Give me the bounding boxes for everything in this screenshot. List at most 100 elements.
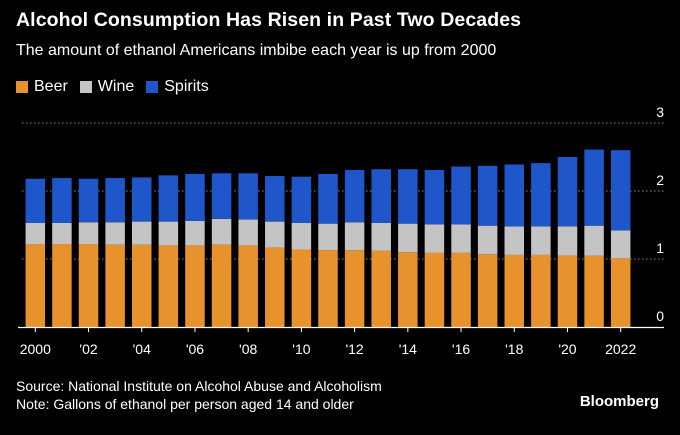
units-note: Note: Gallons of ethanol per person aged… — [16, 396, 354, 412]
bar-spirits-2014 — [398, 169, 418, 224]
bar-wine-2006 — [185, 220, 205, 246]
x-tick-label-2014: '14 — [399, 341, 417, 357]
bar-spirits-2000 — [25, 178, 46, 223]
bar-wine-2007 — [211, 218, 232, 245]
y-tick-label-0: 0 — [656, 308, 664, 324]
bar-spirits-2015 — [424, 169, 445, 225]
bar-spirits-2012 — [344, 169, 365, 223]
bar-wine-2009 — [265, 221, 285, 248]
bar-spirits-2003 — [105, 178, 125, 223]
bar-beer-2005 — [158, 245, 179, 327]
bar-spirits-2011 — [318, 174, 338, 224]
bar-beer-2017 — [477, 254, 498, 327]
chart-subtitle: The amount of ethanol Americans imbibe e… — [16, 42, 497, 59]
bar-wine-2004 — [131, 221, 152, 245]
bar-spirits-2019 — [531, 163, 551, 227]
bar-beer-2011 — [318, 250, 338, 327]
legend-label-wine: Wine — [97, 78, 135, 95]
bar-beer-2007 — [211, 244, 232, 327]
legend-swatch-beer — [16, 81, 28, 93]
bar-beer-2015 — [424, 252, 445, 327]
bar-beer-2013 — [371, 250, 391, 327]
x-tick-label-2018: '18 — [505, 341, 523, 357]
bar-spirits-2022 — [610, 150, 631, 231]
bar-wine-2017 — [477, 225, 498, 255]
bar-spirits-2005 — [158, 175, 179, 222]
x-tick-label-2022: 2022 — [605, 341, 636, 357]
bar-beer-2000 — [25, 244, 46, 327]
source-note: Source: National Institute on Alcohol Ab… — [16, 378, 382, 394]
legend-item-wine: Wine — [79, 78, 135, 96]
bar-spirits-2002 — [78, 178, 99, 223]
bar-spirits-2007 — [211, 173, 232, 219]
x-tick-label-2000: 2000 — [20, 341, 51, 357]
bar-beer-2003 — [105, 244, 125, 327]
x-tick-label-2002: '02 — [79, 341, 97, 357]
bar-spirits-2004 — [131, 177, 152, 222]
bar-wine-2001 — [52, 222, 72, 245]
bar-wine-2016 — [451, 224, 471, 253]
bar-wine-2011 — [318, 223, 338, 251]
bar-beer-2014 — [398, 252, 418, 327]
bar-beer-2008 — [238, 245, 258, 327]
legend-item-beer: Beer — [16, 78, 68, 96]
bar-wine-2013 — [371, 222, 391, 251]
bar-beer-2022 — [610, 258, 631, 327]
bar-beer-2016 — [451, 252, 471, 327]
bar-wine-2014 — [398, 223, 418, 253]
bar-wine-2005 — [158, 221, 179, 246]
x-tick-label-2004: '04 — [133, 341, 151, 357]
chart-title: Alcohol Consumption Has Risen in Past Tw… — [16, 9, 522, 31]
x-tick-label-2016: '16 — [452, 341, 470, 357]
bar-wine-2010 — [291, 222, 312, 250]
y-tick-label-1: 1 — [656, 240, 664, 256]
bar-beer-2004 — [131, 244, 152, 327]
bar-wine-2019 — [531, 226, 551, 255]
bar-spirits-2021 — [584, 149, 604, 226]
legend-label-spirits: Spirits — [164, 78, 209, 95]
bar-spirits-2020 — [557, 157, 578, 227]
bar-spirits-2016 — [451, 166, 471, 225]
legend: Beer Wine Spirits — [16, 77, 221, 97]
bar-wine-2022 — [610, 230, 631, 259]
bar-spirits-2017 — [477, 165, 498, 226]
bar-spirits-2001 — [52, 178, 72, 223]
bar-beer-2001 — [52, 244, 72, 327]
bar-beer-2006 — [185, 245, 205, 327]
bar-beer-2021 — [584, 255, 604, 327]
bar-beer-2018 — [504, 254, 525, 327]
bar-spirits-2018 — [504, 164, 525, 227]
x-tick-label-2020: '20 — [558, 341, 576, 357]
x-tick-label-2008: '08 — [239, 341, 257, 357]
bar-beer-2012 — [344, 250, 365, 327]
x-tick-label-2012: '12 — [345, 341, 363, 357]
bar-wine-2003 — [105, 222, 125, 245]
bloomberg-logo: Bloomberg — [579, 393, 659, 410]
bar-beer-2010 — [291, 249, 312, 327]
x-tick-label-2010: '10 — [292, 341, 310, 357]
legend-label-beer: Beer — [34, 78, 68, 95]
bar-spirits-2013 — [371, 169, 391, 223]
y-tick-label-2: 2 — [656, 172, 664, 188]
bar-spirits-2010 — [291, 176, 312, 223]
bar-wine-2000 — [25, 222, 46, 245]
bar-beer-2009 — [265, 247, 285, 327]
bar-wine-2012 — [344, 222, 365, 251]
legend-item-spirits: Spirits — [146, 78, 209, 96]
x-tick-label-2006: '06 — [186, 341, 204, 357]
bar-wine-2020 — [557, 226, 578, 256]
bar-spirits-2006 — [185, 174, 205, 221]
bar-spirits-2008 — [238, 173, 258, 220]
bar-wine-2008 — [238, 219, 258, 246]
bar-beer-2020 — [557, 255, 578, 327]
bar-spirits-2009 — [265, 176, 285, 222]
bar-wine-2002 — [78, 222, 99, 245]
bar-wine-2015 — [424, 224, 445, 253]
bar-beer-2002 — [78, 244, 99, 327]
y-tick-label-3: 3 — [656, 104, 664, 120]
bar-beer-2019 — [531, 254, 551, 327]
legend-swatch-spirits — [146, 81, 159, 93]
bar-wine-2018 — [504, 226, 525, 255]
legend-swatch-wine — [79, 81, 92, 93]
